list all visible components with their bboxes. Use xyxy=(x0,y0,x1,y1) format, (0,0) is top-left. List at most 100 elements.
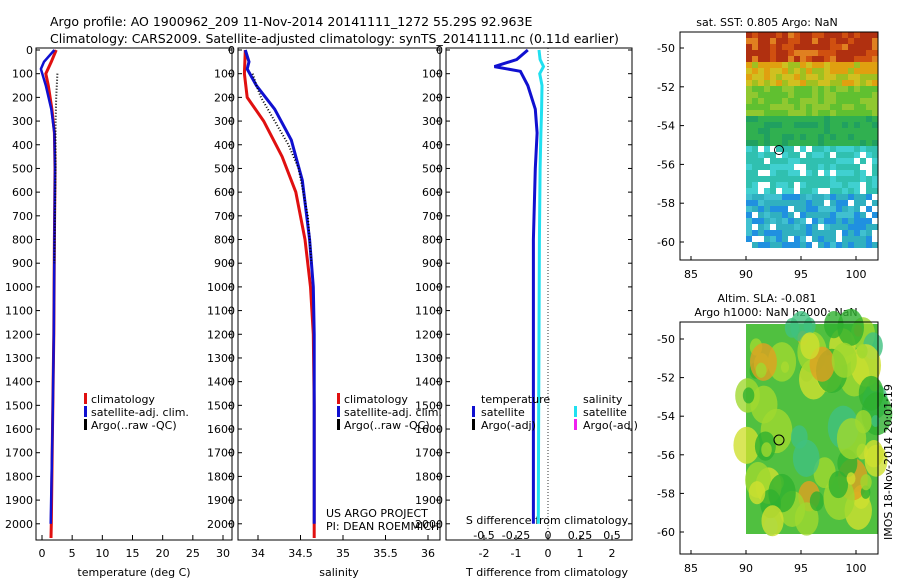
difference-legend: temperature satellite Argo(-adj) salinit… xyxy=(472,393,638,432)
legend-label: satellite-adj. clim. xyxy=(344,406,442,419)
sla-blob xyxy=(792,439,820,477)
sst-cell xyxy=(872,62,878,68)
sst-cell xyxy=(830,134,836,140)
sst-cell xyxy=(764,182,770,188)
sst-cell xyxy=(842,128,848,134)
sst-cell xyxy=(752,62,758,68)
sst-cell xyxy=(746,50,752,56)
x-tick-label: 15 xyxy=(126,547,140,560)
sst-cell xyxy=(752,164,758,170)
sst-cell xyxy=(782,62,788,68)
depth-tick-label: 1200 xyxy=(5,328,33,341)
depth-tick-label: 1100 xyxy=(415,305,443,318)
map-lat-label: -50 xyxy=(657,42,675,55)
sst-cell xyxy=(872,110,878,116)
sst-cell xyxy=(872,152,878,158)
sst-cell xyxy=(842,104,848,110)
depth-tick-label: 1700 xyxy=(207,447,235,460)
sst-cell xyxy=(800,182,806,188)
sst-cell xyxy=(788,80,794,86)
x-tick-label: 25 xyxy=(186,547,200,560)
map-lon-label: 100 xyxy=(846,268,867,281)
depth-tick-label: 1200 xyxy=(207,328,235,341)
sst-cell xyxy=(842,32,848,38)
temperature-legend: climatology satellite-adj. clim. Argo(..… xyxy=(84,393,189,432)
map-lat-label: -58 xyxy=(657,197,675,210)
sst-map-axes: -50 -52 -54 -56 -58 -60 85 90 95 100 xyxy=(657,42,866,281)
sst-cell xyxy=(854,128,860,134)
sst-cell xyxy=(758,242,764,248)
sst-cell xyxy=(770,68,776,74)
sst-cell xyxy=(794,236,800,242)
salinity-xlabel: salinity xyxy=(319,566,359,579)
sst-cell xyxy=(794,74,800,80)
sst-cell xyxy=(872,158,878,164)
sst-cell xyxy=(800,146,806,152)
sst-cell xyxy=(860,92,866,98)
sst-cell xyxy=(842,188,848,194)
sst-cell xyxy=(800,92,806,98)
sst-cell xyxy=(842,206,848,212)
sst-cell xyxy=(830,104,836,110)
sst-cell xyxy=(752,212,758,218)
depth-tick-label: 1800 xyxy=(207,470,235,483)
sst-cell xyxy=(746,74,752,80)
sst-cell xyxy=(776,50,782,56)
sst-cell xyxy=(812,206,818,212)
sst-cell xyxy=(842,164,848,170)
sla-blob xyxy=(748,481,766,505)
sst-cell xyxy=(824,194,830,200)
header-line2: Climatology: CARS2009. Satellite-adjuste… xyxy=(50,31,619,46)
sst-cell xyxy=(794,62,800,68)
sst-cell xyxy=(752,200,758,206)
sst-cell xyxy=(752,242,758,248)
sst-cell xyxy=(800,206,806,212)
depth-tick-label: 1700 xyxy=(415,447,443,460)
sst-cell xyxy=(806,206,812,212)
sst-cell xyxy=(824,236,830,242)
sst-cell xyxy=(770,110,776,116)
depth-tick-label: 0 xyxy=(228,44,235,57)
sst-cell xyxy=(872,32,878,38)
sst-cell xyxy=(830,32,836,38)
legend-label: Argo(..raw -QC) xyxy=(344,419,430,432)
sst-cell xyxy=(782,74,788,80)
difference-series xyxy=(493,48,546,524)
sst-cell xyxy=(782,50,788,56)
sst-cell xyxy=(818,146,824,152)
sst-cell xyxy=(800,56,806,62)
sst-cell xyxy=(854,182,860,188)
sst-cell xyxy=(818,92,824,98)
x-tick-label: 20 xyxy=(156,547,170,560)
sla-blob xyxy=(837,308,864,346)
sst-cell xyxy=(764,146,770,152)
sst-cell xyxy=(818,188,824,194)
sst-cell xyxy=(872,182,878,188)
sst-cell xyxy=(776,80,782,86)
sst-cell xyxy=(812,242,818,248)
sst-cell xyxy=(758,56,764,62)
sst-cell xyxy=(776,86,782,92)
sst-cell xyxy=(836,236,842,242)
sst-cell xyxy=(818,224,824,230)
sst-cell xyxy=(812,230,818,236)
sst-cell xyxy=(812,218,818,224)
sst-cell xyxy=(788,110,794,116)
sst-cell xyxy=(848,110,854,116)
sst-cell xyxy=(836,110,842,116)
sst-cell xyxy=(794,158,800,164)
x-tick-label: 5 xyxy=(69,547,76,560)
sla-map xyxy=(733,308,893,537)
sst-cell xyxy=(764,80,770,86)
sst-cell xyxy=(806,86,812,92)
sst-cell xyxy=(854,188,860,194)
sst-cell xyxy=(776,140,782,146)
sst-cell xyxy=(794,200,800,206)
sst-cell xyxy=(764,32,770,38)
sst-cell xyxy=(758,104,764,110)
legend-swatch-climatology xyxy=(337,393,340,404)
sst-cell xyxy=(758,194,764,200)
sst-cell xyxy=(812,50,818,56)
sst-cell xyxy=(746,200,752,206)
sst-cell xyxy=(848,56,854,62)
